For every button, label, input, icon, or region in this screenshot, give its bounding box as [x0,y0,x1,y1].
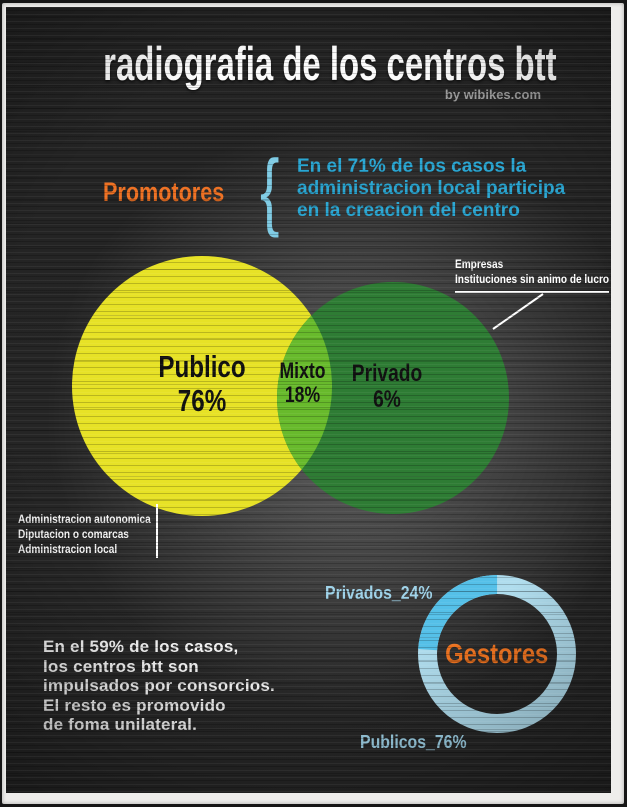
gestores-title: Gestores [445,638,549,669]
consorcios-note: En el 59% de los casos, los centros btt … [43,637,275,735]
callout-line: En el 71% de los casos la [297,156,527,177]
gestores-donut-chart [417,575,576,733]
gestores-title-wrap: Gestores [418,575,576,733]
note-line: El resto es promovido [43,695,226,715]
promotores-heading: Promotores [103,177,225,207]
publico-annotation: Administracion autonomica Diputacion o c… [18,512,176,557]
infographic-content: radiografia de los centros btt by wibike… [6,7,611,793]
promotores-callout: En el 71% de los casos la administracion… [297,156,565,222]
publico-annotation-line: Diputacion o comarcas [18,527,129,541]
callout-line: en la creacion del centro [297,200,520,221]
annotation-lines [156,293,544,558]
note-line: de foma unilateral. [43,715,198,734]
venn-label-publico: Publico 76% [101,350,304,418]
venn-label-privado: Privado 6% [334,361,440,413]
privado-annotation-line: Instituciones sin animo de lucro [455,271,610,286]
header: radiografia de los centros btt [6,39,611,89]
publico-annotation-line: Administracion local [18,542,118,556]
donut-segment-privados [417,575,576,733]
note-line: los centros btt son [43,656,199,676]
venn-label-mixto-value: 18% [284,382,321,407]
privado-callout-line [492,293,544,330]
venn-label-privado-value: 6% [373,386,401,413]
donut-label-publicos: Publicos_76% [360,732,467,752]
venn-label-mixto: Mixto 18% [254,359,351,407]
callout-line: administracion local participa [297,178,566,199]
byline: by wibikes.com [444,87,541,102]
publico-annotation-line: Administracion autonomica [18,512,151,526]
page-title: radiografia de los centros btt [103,37,557,90]
brace-glyph: { [260,141,280,239]
privado-annotation-line: Empresas [455,257,504,271]
donut-svg [417,575,576,733]
venn-label-publico-value: 76% [177,383,227,418]
donut-label-privados: Privados_24% [325,583,433,603]
venn-label-mixto-name: Mixto [279,358,326,383]
venn-label-privado-name: Privado [351,360,423,387]
venn-label-publico-name: Publico [158,349,246,384]
privado-annotation: Empresas Instituciones sin animo de lucr… [455,257,609,293]
note-line: En el 59% de los casos, [43,637,239,656]
note-line: impulsados por consorcios. [43,676,275,695]
